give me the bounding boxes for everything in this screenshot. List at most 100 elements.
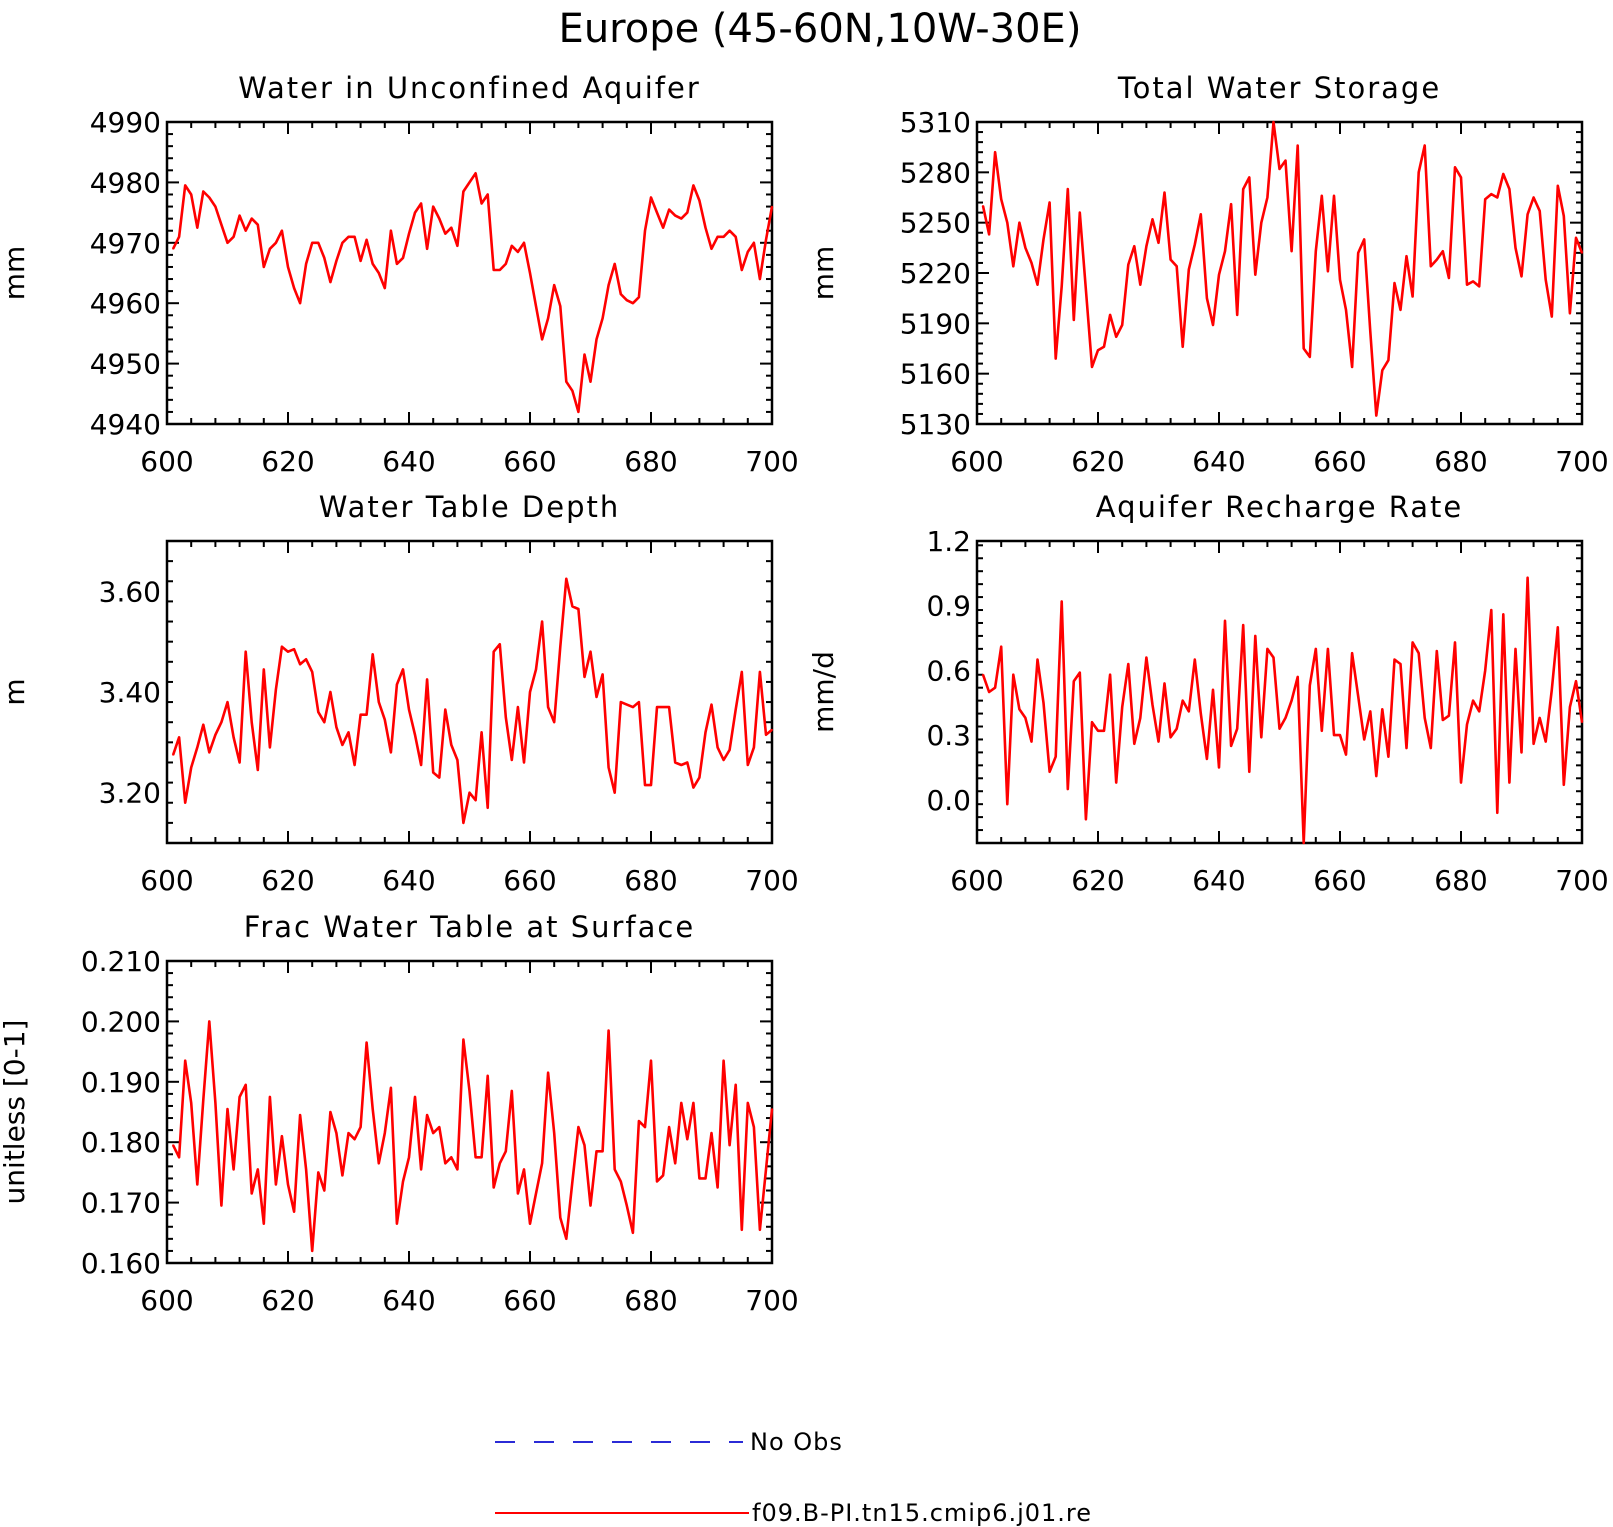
- data-point: [1121, 324, 1124, 326]
- data-point: [722, 235, 725, 238]
- data-point: [1333, 194, 1335, 197]
- x-tick-label: 700: [1555, 445, 1608, 478]
- data-point: [269, 247, 271, 250]
- data-point: [1097, 349, 1099, 352]
- data-point: [335, 726, 338, 729]
- data-point: [1581, 252, 1583, 254]
- data-point: [1248, 176, 1251, 179]
- data-point: [728, 229, 731, 232]
- data-point: [656, 211, 658, 214]
- x-tick-label: 660: [503, 1284, 556, 1317]
- data-point: [1429, 265, 1432, 268]
- data-point: [1478, 710, 1481, 713]
- series-line: [981, 576, 1584, 845]
- data-point: [1145, 656, 1148, 659]
- data-point: [347, 731, 350, 734]
- data-point: [589, 650, 592, 653]
- data-point: [1405, 255, 1408, 258]
- data-point: [1175, 727, 1178, 730]
- data-point: [656, 706, 658, 708]
- data-point: [607, 766, 610, 769]
- data-point: [716, 235, 719, 238]
- data-point: [1048, 770, 1051, 773]
- y-axis-label: mm: [807, 246, 840, 301]
- data-point: [1345, 309, 1347, 311]
- data-point: [402, 257, 404, 259]
- panels: 600 620 640 660 680 700 4940 4950 4960 4970 4980 49…: [0, 71, 1609, 1317]
- data-point: [232, 1168, 235, 1171]
- data-point: [510, 1090, 513, 1092]
- data-point: [432, 205, 435, 208]
- y-tick-label: 0.3: [926, 719, 971, 752]
- data-point: [692, 184, 695, 187]
- data-point: [1193, 658, 1196, 661]
- data-point: [293, 648, 295, 651]
- data-point: [734, 1083, 737, 1086]
- data-point: [390, 1086, 392, 1089]
- data-point: [1339, 278, 1341, 281]
- data-point: [1060, 600, 1063, 603]
- data-point: [644, 229, 646, 232]
- data-point: [523, 241, 525, 244]
- data-point: [1466, 283, 1468, 286]
- data-point: [523, 1168, 525, 1171]
- data-point: [571, 605, 574, 608]
- series-line: [171, 577, 773, 825]
- data-point: [625, 1204, 628, 1207]
- data-point: [1381, 369, 1384, 372]
- data-point: [492, 269, 495, 271]
- data-point: [1072, 680, 1075, 683]
- data-point: [668, 1126, 670, 1128]
- data-point: [656, 1180, 658, 1183]
- data-point: [1441, 719, 1444, 721]
- panel-title: Water in Unconfined Aquifer: [238, 71, 701, 105]
- data-point: [1514, 648, 1517, 650]
- data-point: [650, 1059, 652, 1062]
- data-point: [1538, 210, 1541, 212]
- data-point: [577, 608, 580, 610]
- data-point: [1091, 721, 1093, 724]
- data-point: [1302, 347, 1305, 350]
- data-point: [438, 217, 441, 220]
- x-tick-label: 660: [1313, 445, 1366, 478]
- data-point: [613, 791, 616, 794]
- data-point: [1278, 168, 1281, 170]
- data-point: [1581, 721, 1583, 724]
- x-tick-label: 700: [745, 864, 798, 897]
- data-point: [686, 761, 689, 764]
- data-point: [1562, 215, 1565, 217]
- data-point: [1375, 414, 1378, 417]
- data-point: [1242, 624, 1245, 626]
- data-point: [1206, 758, 1208, 760]
- data-point: [323, 257, 326, 259]
- data-point: [1145, 245, 1148, 248]
- data-point: [1556, 184, 1559, 187]
- data-point: [1230, 745, 1232, 747]
- data-point: [517, 251, 519, 253]
- data-point: [1133, 742, 1136, 745]
- data-point: [1012, 673, 1015, 676]
- x-tick-label: 700: [1555, 864, 1608, 897]
- data-point: [595, 338, 598, 341]
- data-point: [504, 263, 507, 265]
- data-point: [317, 1171, 320, 1174]
- data-point: [450, 1156, 453, 1159]
- data-point: [1109, 314, 1111, 316]
- data-point: [420, 1168, 422, 1171]
- data-point: [365, 1041, 368, 1044]
- data-point: [722, 759, 725, 761]
- data-point: [1230, 203, 1232, 206]
- data-point: [674, 1162, 677, 1165]
- data-point: [1030, 740, 1033, 743]
- data-point: [1460, 176, 1462, 179]
- data-point: [220, 223, 223, 226]
- data-point: [1127, 663, 1130, 665]
- data-point: [650, 196, 652, 199]
- data-point: [553, 721, 556, 724]
- data-point: [607, 284, 610, 286]
- data-point: [311, 241, 314, 244]
- panel-3: 600 620 640 660 680 700 3.20 3.40 3.60 Water Tabl…: [0, 490, 799, 897]
- data-point: [988, 233, 990, 236]
- data-point: [196, 1183, 199, 1186]
- data-point: [1532, 196, 1535, 199]
